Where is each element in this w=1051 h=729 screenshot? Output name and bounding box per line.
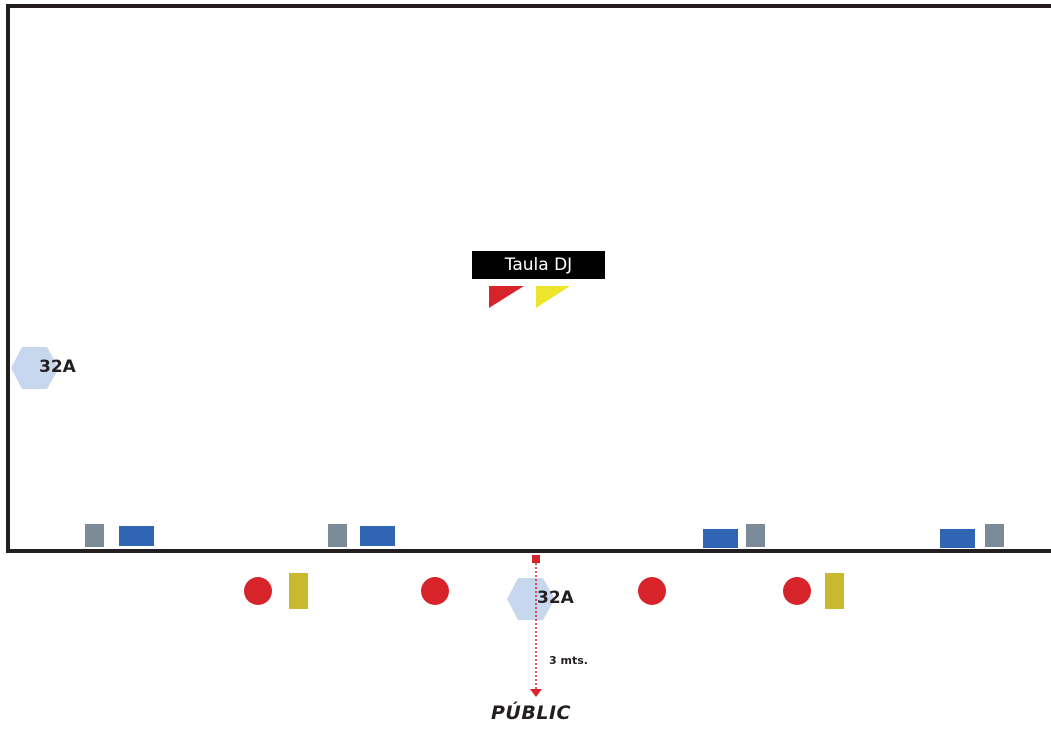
- distance-arrow-icon: [530, 555, 542, 697]
- monitor-4: [985, 524, 1004, 547]
- audience-label: PÚBLIC: [491, 702, 571, 724]
- speaker-2: [360, 526, 395, 546]
- power-front-label: 32A: [537, 588, 574, 608]
- mic-4: [783, 577, 811, 605]
- monitor-2: [328, 524, 347, 547]
- dj-table-label: Taula DJ: [472, 251, 605, 279]
- speaker-1: [119, 526, 154, 546]
- power-front-hexagon-icon: [507, 578, 555, 620]
- mic-2: [421, 577, 449, 605]
- stand-1: [289, 573, 308, 609]
- stage-area: [6, 4, 1051, 553]
- yellow-flag-icon: [536, 286, 570, 308]
- dj-flags: [489, 286, 570, 308]
- speaker-4: [940, 529, 975, 548]
- power-left-hexagon-icon: [11, 347, 59, 389]
- mic-1: [244, 577, 272, 605]
- red-flag-icon: [489, 286, 524, 308]
- mic-3: [638, 577, 666, 605]
- monitor-1: [85, 524, 104, 547]
- stand-2: [825, 573, 844, 609]
- distance-label: 3 mts.: [549, 654, 588, 667]
- speaker-3: [703, 529, 738, 548]
- power-left-label: 32A: [39, 357, 76, 377]
- monitor-3: [746, 524, 765, 547]
